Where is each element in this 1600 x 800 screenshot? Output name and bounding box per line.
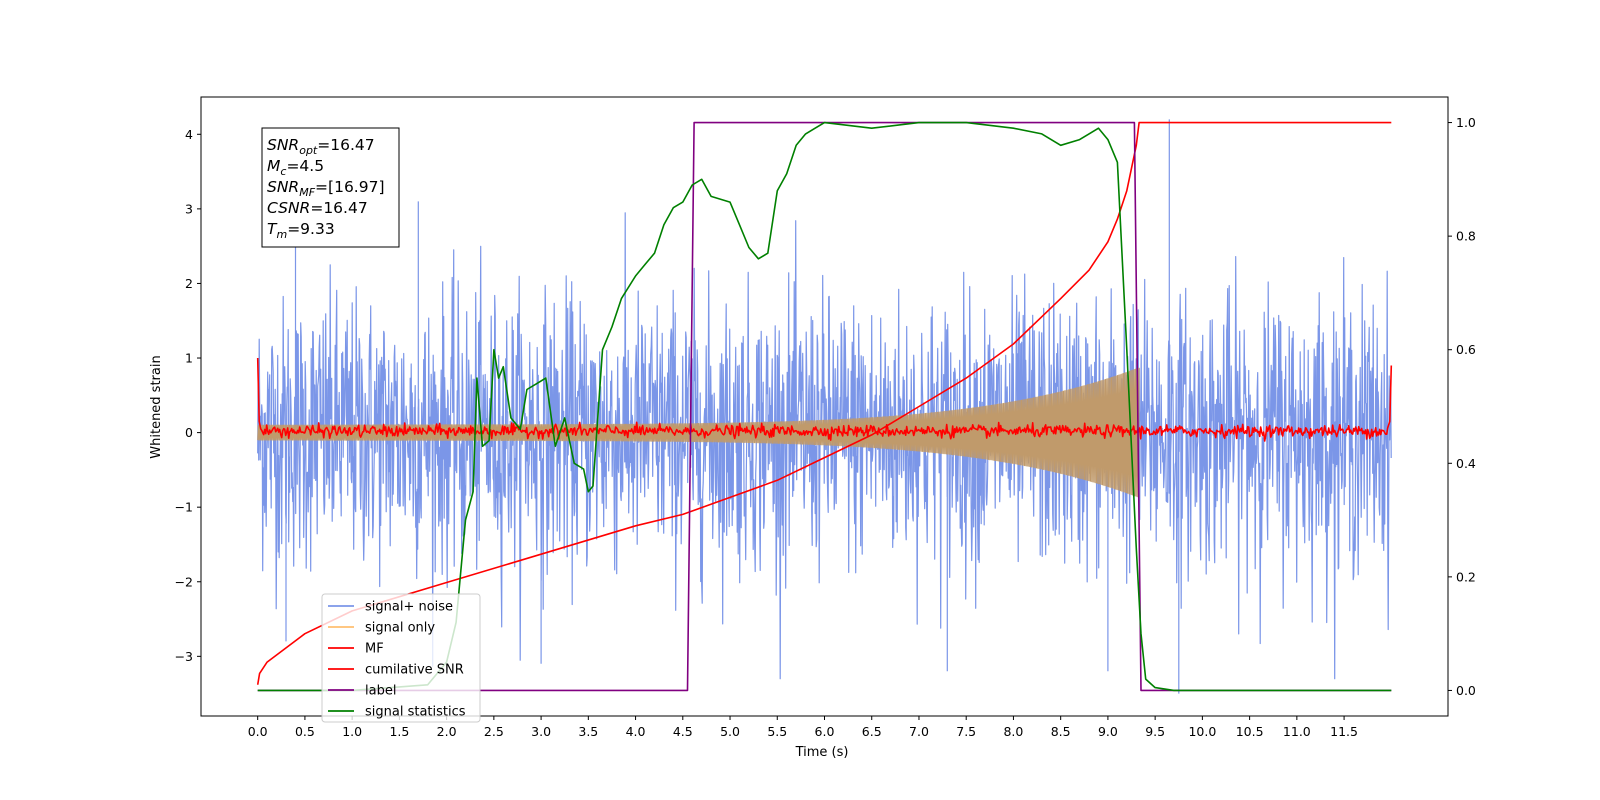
x-tick-label: 10.5 (1236, 724, 1264, 739)
y-tick-label: 0 (185, 425, 193, 440)
annotation-line: SNRMF=[16.97] (267, 178, 385, 199)
legend-entry: signal+ noise (365, 600, 453, 615)
x-tick-label: 3.5 (578, 724, 598, 739)
x-tick-label: 1.0 (342, 724, 362, 739)
series-signal-statistics (257, 121, 1392, 692)
annotation-box: SNRopt=16.47Mc=4.5SNRMF=[16.97]CSNR=16.4… (261, 127, 400, 248)
annotation-line: Tm=9.33 (267, 220, 335, 241)
annotation-line: SNRopt=16.47 (267, 136, 375, 157)
x-tick-label: 6.5 (862, 724, 882, 739)
y2-tick-label: 0.4 (1456, 456, 1476, 471)
annotation-line: CSNR=16.47 (267, 199, 368, 217)
x-tick-label: 0.5 (295, 724, 315, 739)
x-tick-label: 2.0 (437, 724, 457, 739)
x-tick-label: 11.0 (1283, 724, 1311, 739)
y2-axis-ticks: 0.0 0.2 0.4 0.6 0.8 1.0 (1448, 115, 1476, 698)
legend-entry: cumilative SNR (365, 663, 464, 678)
y-tick-label: −1 (175, 500, 193, 515)
legend-entry: label (365, 684, 396, 699)
x-tick-label: 9.5 (1145, 724, 1165, 739)
y-tick-label: 3 (185, 201, 193, 216)
x-tick-label: 4.0 (626, 724, 646, 739)
x-tick-label: 4.5 (673, 724, 693, 739)
y-axis-label: Whitened strain (149, 355, 164, 458)
legend: signal+ noise signal only MF cumilative SNR… (321, 593, 481, 723)
x-tick-label: 5.0 (720, 724, 740, 739)
y2-tick-label: 0.6 (1456, 342, 1476, 357)
legend-entry: MF (365, 642, 384, 657)
y-axis-ticks: −3 −2 −1 0 1 2 3 4 (175, 127, 201, 664)
x-tick-label: 8.5 (1051, 724, 1071, 739)
series-mf (256, 357, 1393, 442)
x-tick-label: 8.0 (1003, 724, 1023, 739)
y-tick-label: 4 (185, 127, 193, 142)
y-tick-label: 2 (185, 276, 193, 291)
x-tick-label: 3.0 (531, 724, 551, 739)
y2-tick-label: 0.2 (1456, 569, 1476, 584)
x-tick-label: 9.0 (1098, 724, 1118, 739)
x-axis-ticks: 0.0 0.5 1.0 1.5 2.0 2.5 3.0 3.5 4.0 4.5 5.0 5.5 6.0 6… (248, 716, 1358, 739)
y-tick-label: −2 (175, 574, 193, 589)
x-tick-label: 2.5 (484, 724, 504, 739)
y2-tick-label: 0.8 (1456, 229, 1476, 244)
y-tick-label: −3 (175, 649, 193, 664)
x-tick-label: 11.5 (1330, 724, 1358, 739)
annotation-line: Mc=4.5 (267, 157, 324, 178)
legend-entry: signal statistics (365, 705, 466, 720)
x-tick-label: 7.0 (909, 724, 929, 739)
y-tick-label: 1 (185, 351, 193, 366)
x-tick-label: 7.5 (956, 724, 976, 739)
y2-tick-label: 1.0 (1456, 115, 1476, 130)
x-axis-label: Time (s) (795, 745, 849, 760)
x-tick-label: 5.5 (767, 724, 787, 739)
x-tick-label: 0.0 (248, 724, 268, 739)
x-tick-label: 10.0 (1188, 724, 1216, 739)
legend-entry: signal only (365, 621, 435, 636)
annotation-frame (261, 127, 400, 248)
x-tick-label: 1.5 (389, 724, 409, 739)
y2-tick-label: 0.0 (1456, 683, 1476, 698)
x-tick-label: 6.0 (815, 724, 835, 739)
legend-frame (321, 593, 481, 723)
